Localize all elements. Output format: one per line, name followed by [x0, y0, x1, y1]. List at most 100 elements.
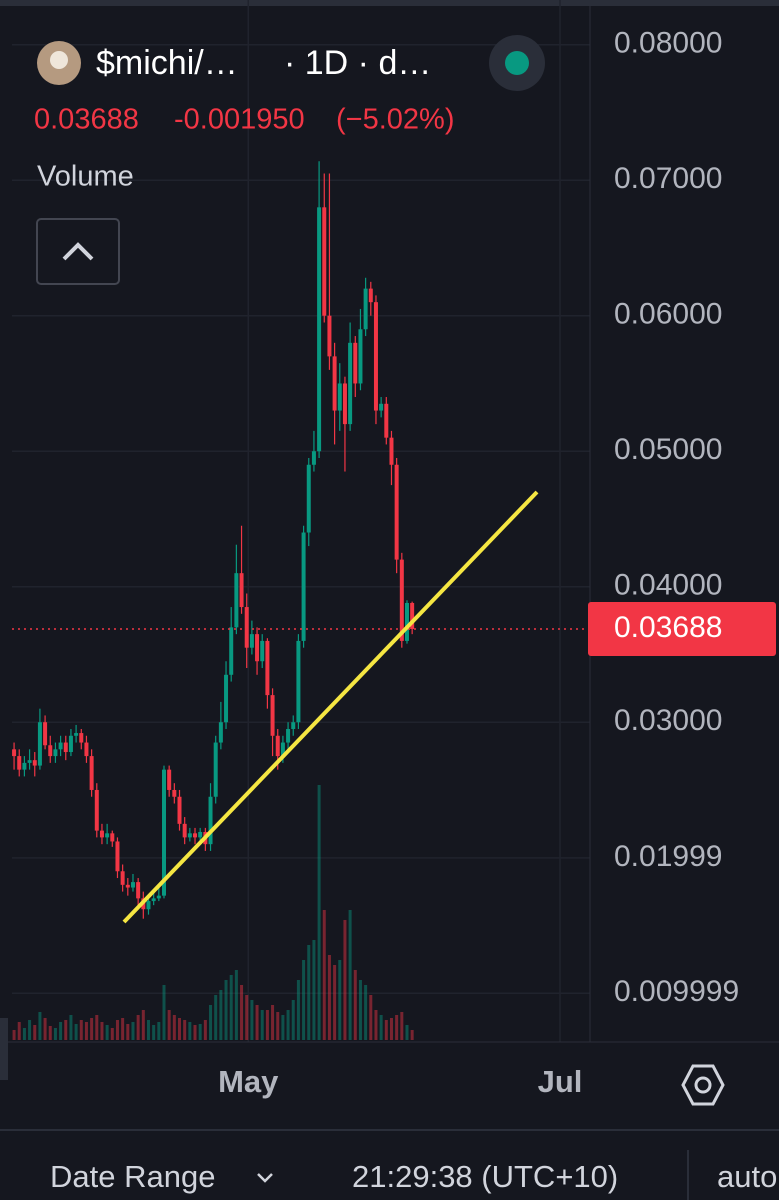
- settings-icon: [681, 1064, 725, 1106]
- candle-body: [161, 769, 166, 896]
- x-tick-label: Jul: [538, 1064, 583, 1099]
- auto-scale-button[interactable]: auto: [717, 1159, 777, 1194]
- volume-bar: [84, 1022, 88, 1040]
- candle-body: [286, 728, 291, 743]
- candle-body: [373, 302, 378, 411]
- date-range-button[interactable]: Date Range: [50, 1159, 215, 1194]
- candle-body: [146, 901, 151, 910]
- y-tick-label: 0.04000: [614, 569, 722, 602]
- last-price-label: 0.03688: [614, 611, 722, 644]
- candle-body: [27, 760, 32, 763]
- candle-body: [358, 329, 363, 384]
- candle-body: [17, 756, 22, 770]
- volume-bar: [250, 1000, 254, 1040]
- y-tick-label: 0.07000: [614, 162, 722, 195]
- y-tick-label: 0.01999: [614, 840, 722, 873]
- candle-body: [224, 674, 229, 723]
- volume-bar: [307, 945, 311, 1040]
- candle-body: [156, 895, 161, 899]
- volume-bar: [126, 1024, 130, 1040]
- volume-bar: [188, 1022, 192, 1040]
- volume-bar: [327, 955, 331, 1040]
- volume-bar: [389, 1018, 393, 1040]
- candle-body: [105, 833, 110, 838]
- candle-body: [12, 749, 17, 757]
- settings-button[interactable]: [681, 1064, 725, 1106]
- candle-body: [394, 464, 399, 560]
- candle-body: [234, 573, 239, 628]
- candle-body: [255, 634, 260, 662]
- candle-body: [22, 762, 27, 770]
- volume-bar: [302, 960, 306, 1040]
- plot: [12, 0, 590, 1042]
- volume-bar: [121, 1018, 125, 1040]
- volume-bar: [64, 1020, 68, 1040]
- candle-body: [249, 634, 254, 648]
- settings-icon-center: [694, 1076, 712, 1094]
- change: -0.001950: [174, 104, 305, 136]
- clock: 21:29:38 (UTC+10): [352, 1159, 618, 1194]
- candle-body: [410, 602, 415, 629]
- candle-body: [120, 871, 125, 885]
- collapse-button[interactable]: [36, 218, 120, 285]
- candle-body: [213, 742, 218, 797]
- volume-bar: [224, 980, 228, 1040]
- scroll-handle: [0, 1018, 8, 1080]
- candle-body: [399, 559, 404, 641]
- volume-bar: [141, 1010, 145, 1040]
- candle-body: [43, 722, 48, 746]
- candle-body: [244, 607, 249, 648]
- volume-bar: [69, 1015, 73, 1040]
- top-bar: [0, 0, 779, 6]
- volume-bar: [172, 1015, 176, 1040]
- candle-body: [48, 745, 53, 757]
- interval[interactable]: · 1D · d…: [284, 44, 431, 82]
- volume-bar: [115, 1020, 119, 1040]
- volume-bar: [260, 1010, 264, 1040]
- volume-bar: [234, 970, 238, 1040]
- candle-body: [125, 884, 130, 888]
- volume-bar: [193, 1025, 197, 1040]
- volume-bar: [48, 1026, 52, 1040]
- candle-body: [84, 742, 89, 757]
- volume-bar: [405, 1025, 409, 1040]
- candle-body: [187, 833, 192, 838]
- candle-body: [301, 532, 306, 641]
- candle-body: [384, 403, 389, 438]
- candle-body: [332, 356, 337, 411]
- volume-bar: [136, 1015, 140, 1040]
- candle-body: [265, 640, 270, 696]
- volume-bar: [203, 1020, 207, 1040]
- symbol[interactable]: $michi/…: [96, 44, 238, 82]
- candle-body: [270, 695, 275, 736]
- candle-body: [110, 833, 115, 842]
- candle-body: [291, 722, 296, 729]
- candle-body: [389, 437, 394, 465]
- volume-bar: [312, 940, 316, 1040]
- candle-body: [275, 735, 280, 757]
- volume-bar: [214, 995, 218, 1040]
- candle-body: [99, 830, 104, 838]
- volume-bar: [162, 985, 166, 1040]
- volume-bar: [110, 1028, 114, 1040]
- collapse-icon: [62, 242, 94, 261]
- volume-bar: [338, 960, 342, 1040]
- candle-body: [53, 749, 58, 757]
- change-percent: (−5.02%): [336, 104, 454, 136]
- volume-bar: [348, 910, 352, 1040]
- candle-body: [172, 789, 177, 797]
- volume-bar: [167, 1010, 171, 1040]
- volume-bar: [369, 995, 373, 1040]
- volume-bar: [400, 1012, 404, 1040]
- candle-body: [337, 383, 342, 411]
- volume-bar: [281, 1015, 285, 1040]
- avatar-detail: [50, 51, 68, 69]
- volume-bar: [178, 1018, 182, 1040]
- volume-bar: [358, 980, 362, 1040]
- volume-bar: [146, 1020, 150, 1040]
- volume-bar: [74, 1024, 78, 1040]
- volume-bar: [33, 1025, 37, 1040]
- candle-body: [94, 789, 99, 831]
- candle-body: [317, 207, 322, 452]
